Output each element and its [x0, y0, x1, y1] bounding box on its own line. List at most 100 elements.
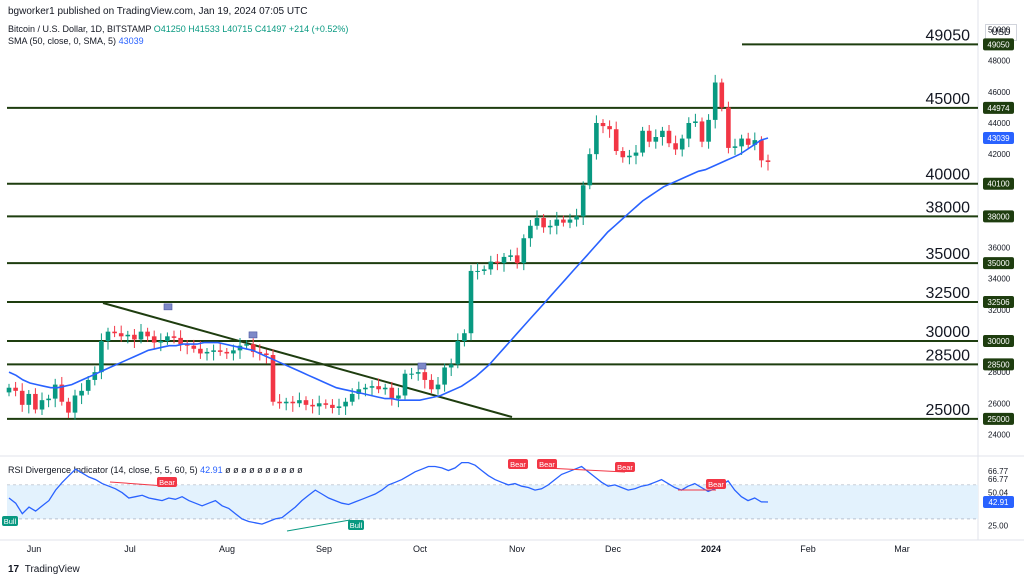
bull-label: Bull [4, 517, 17, 526]
x-tick-label: Mar [894, 544, 910, 554]
bear-divergence-line [545, 467, 626, 473]
candle-body [501, 256, 507, 264]
bear-label: Bear [510, 460, 526, 469]
candle-body [653, 137, 659, 142]
x-tick-label: Feb [800, 544, 816, 554]
candle-body [349, 393, 355, 402]
candle-body [105, 331, 111, 341]
divergence-label-box [2, 516, 18, 526]
level-label: 45000 [926, 91, 971, 108]
candle-body [283, 401, 289, 404]
level-label: 28500 [926, 347, 971, 364]
candle-body [627, 155, 632, 158]
rsi-band [7, 484, 978, 519]
divergence-label-box [157, 477, 177, 487]
candle-body [475, 270, 480, 272]
candle-body [191, 345, 197, 349]
candle-body [580, 185, 586, 217]
candle-body [13, 387, 18, 391]
candle-body [171, 336, 177, 338]
level-axis-value: 44974 [987, 104, 1010, 113]
bear-label: Bear [539, 460, 555, 469]
candle-body [125, 334, 131, 337]
pivot-marker [163, 303, 173, 311]
candle-body [640, 130, 645, 153]
candle-body [46, 398, 51, 401]
divergence-label-box [508, 459, 528, 469]
candle-body [290, 401, 296, 404]
candle-body [739, 138, 744, 147]
x-tick-label: 2024 [701, 544, 721, 554]
candle-body [567, 219, 573, 223]
candle-body [26, 393, 32, 405]
x-tick-label: Nov [509, 544, 526, 554]
candle-body [686, 123, 692, 139]
candle-body [323, 403, 329, 405]
candle-body [369, 386, 375, 388]
candle-body [19, 390, 25, 405]
candle-body [138, 331, 144, 340]
candle-body [719, 82, 725, 108]
rsi-y-tick: 66.77 [988, 467, 1009, 476]
candle-body [759, 140, 764, 161]
candle-body [693, 121, 698, 123]
level-label: 25000 [926, 402, 971, 419]
rsi-value: 42.91 [200, 465, 223, 475]
candle-body [112, 331, 117, 334]
candle-body [92, 372, 98, 380]
rsi-axis-value: 42.91 [988, 498, 1009, 507]
candle-body [726, 107, 731, 148]
candle-body [508, 255, 513, 257]
trendline [102, 302, 513, 418]
divergence-label-box [615, 462, 635, 472]
candle-body [462, 333, 467, 341]
y-tick-label: 36000 [988, 244, 1011, 253]
y-tick-label: 46000 [988, 88, 1011, 97]
candle-body [554, 219, 560, 226]
y-tick-label: 34000 [988, 275, 1011, 284]
candle-body [363, 387, 368, 390]
level-axis-value: 40100 [987, 180, 1010, 189]
candle-body [435, 384, 441, 390]
level-axis-tag [983, 38, 1014, 51]
candle-body [415, 372, 421, 374]
x-tick-label: Jun [27, 544, 42, 554]
y-tick-label: 44000 [988, 119, 1011, 128]
level-axis-value: 35000 [987, 259, 1010, 268]
candle-body [429, 379, 434, 390]
footer-text: TradingView [24, 564, 80, 575]
candle-body [198, 348, 203, 354]
level-label: 30000 [926, 324, 971, 341]
candle-body [752, 140, 758, 145]
symbol-legend[interactable]: Bitcoin / U.S. Dollar, 1D, BITSTAMP O412… [8, 24, 348, 34]
candle-body [356, 389, 362, 394]
candle-body [277, 401, 282, 404]
candle-body [118, 333, 124, 337]
rsi-legend[interactable]: RSI Divergence Indicator (14, close, 5, … [8, 465, 303, 475]
candle-body [343, 401, 348, 407]
candle-body [99, 341, 104, 373]
candle-body [732, 146, 738, 148]
candle-body [396, 395, 401, 399]
candle-body [211, 350, 216, 352]
level-axis-tag [983, 295, 1014, 308]
tradingview-logo-icon: 17 [8, 564, 20, 575]
x-tick-label: Oct [413, 544, 428, 554]
candle-body [455, 341, 461, 365]
candle-body [561, 219, 566, 223]
level-axis-tag [983, 412, 1014, 425]
candle-body [231, 350, 236, 354]
candle-body [303, 400, 309, 405]
candle-body [422, 372, 428, 380]
candle-body [66, 401, 71, 413]
candle-body [534, 217, 540, 226]
candle-body [481, 269, 487, 271]
level-label: 49050 [926, 27, 971, 44]
candle-body [39, 400, 45, 410]
candle-body [217, 350, 223, 352]
candle-body [468, 270, 474, 334]
sma-legend[interactable]: SMA (50, close, 0, SMA, 5) 43039 [8, 36, 144, 46]
candle-body [79, 390, 84, 396]
level-axis-tag [983, 358, 1014, 371]
